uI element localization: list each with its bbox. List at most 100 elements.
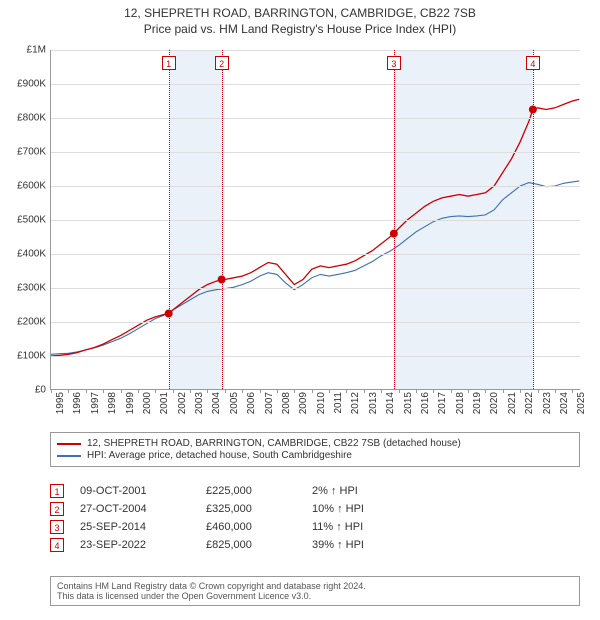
gridline [51,288,580,289]
x-axis-label: 2025 [576,392,587,414]
x-axis-label: 2000 [142,392,153,414]
x-axis-label: 2021 [507,392,518,414]
table-row: 4 23-SEP-2022 £825,000 39% ↑ HPI [50,538,580,552]
x-axis-label: 2006 [246,392,257,414]
event-marker: 1 [162,56,176,70]
y-axis-label: £200K [1,317,46,328]
footer-line1: Contains HM Land Registry data © Crown c… [57,581,573,591]
y-axis-label: £300K [1,283,46,294]
x-tick [312,389,313,393]
legend-box: 12, SHEPRETH ROAD, BARRINGTON, CAMBRIDGE… [50,432,580,467]
chart-titles: 12, SHEPRETH ROAD, BARRINGTON, CAMBRIDGE… [0,0,600,36]
x-tick [416,389,417,393]
gridline [51,118,580,119]
x-axis-label: 2020 [489,392,500,414]
event-line [222,50,223,389]
x-axis-label: 2005 [229,392,240,414]
x-tick [190,389,191,393]
x-axis-label: 2009 [298,392,309,414]
x-tick [468,389,469,393]
y-axis-label: £600K [1,181,46,192]
sales-table: 1 09-OCT-2001 £225,000 2% ↑ HPI 2 27-OCT… [50,480,580,556]
x-tick [520,389,521,393]
chart-plot-area: £0£100K£200K£300K£400K£500K£600K£700K£80… [50,50,580,390]
gridline [51,152,580,153]
x-axis-label: 2015 [403,392,414,414]
sale-index-marker: 3 [50,520,64,534]
x-tick [485,389,486,393]
sale-date: 09-OCT-2001 [80,485,190,497]
gridline [51,356,580,357]
x-tick [381,389,382,393]
sale-price: £825,000 [206,539,296,551]
x-tick [503,389,504,393]
x-axis-label: 2014 [385,392,396,414]
event-line [533,50,534,389]
y-axis-label: £1M [1,45,46,56]
x-tick [121,389,122,393]
x-axis-label: 2022 [524,392,535,414]
y-axis-label: £900K [1,79,46,90]
legend-swatch-hpi [57,455,81,457]
sale-date: 25-SEP-2014 [80,521,190,533]
x-tick [68,389,69,393]
x-tick [138,389,139,393]
x-tick [277,389,278,393]
x-tick [572,389,573,393]
x-axis-label: 2008 [281,392,292,414]
sale-date: 27-OCT-2004 [80,503,190,515]
table-row: 3 25-SEP-2014 £460,000 11% ↑ HPI [50,520,580,534]
chart-subtitle: Price paid vs. HM Land Registry's House … [0,22,600,36]
x-tick [399,389,400,393]
chart-title: 12, SHEPRETH ROAD, BARRINGTON, CAMBRIDGE… [0,6,600,20]
x-tick [51,389,52,393]
x-axis-label: 2002 [177,392,188,414]
legend-label-hpi: HPI: Average price, detached house, Sout… [87,450,352,461]
event-line [169,50,170,389]
table-row: 1 09-OCT-2001 £225,000 2% ↑ HPI [50,484,580,498]
gridline [51,254,580,255]
x-axis-label: 2018 [455,392,466,414]
sale-index-marker: 1 [50,484,64,498]
x-axis-label: 2016 [420,392,431,414]
legend-label-property: 12, SHEPRETH ROAD, BARRINGTON, CAMBRIDGE… [87,438,461,449]
table-row: 2 27-OCT-2004 £325,000 10% ↑ HPI [50,502,580,516]
x-axis-label: 1996 [72,392,83,414]
sale-pct-vs-hpi: 2% ↑ HPI [312,485,422,497]
footer-attribution: Contains HM Land Registry data © Crown c… [50,576,580,606]
x-axis-label: 2019 [472,392,483,414]
x-tick [173,389,174,393]
x-tick [155,389,156,393]
y-axis-label: £0 [1,385,46,396]
x-tick [103,389,104,393]
sale-price: £460,000 [206,521,296,533]
x-axis-label: 2011 [333,392,344,414]
x-axis-label: 2024 [559,392,570,414]
x-axis-label: 1999 [125,392,136,414]
x-tick [451,389,452,393]
x-axis-label: 1997 [90,392,101,414]
gridline [51,186,580,187]
legend-row-property: 12, SHEPRETH ROAD, BARRINGTON, CAMBRIDGE… [57,438,573,449]
event-marker: 4 [526,56,540,70]
y-axis-label: £500K [1,215,46,226]
x-tick [364,389,365,393]
x-axis-label: 2004 [211,392,222,414]
x-axis-label: 2001 [159,392,170,414]
x-axis-label: 2013 [368,392,379,414]
x-tick [242,389,243,393]
y-axis-label: £800K [1,113,46,124]
y-axis-label: £700K [1,147,46,158]
legend-swatch-property [57,443,81,445]
gridline [51,322,580,323]
x-axis-label: 2023 [542,392,553,414]
x-tick [538,389,539,393]
x-tick [225,389,226,393]
sale-pct-vs-hpi: 39% ↑ HPI [312,539,422,551]
event-line [394,50,395,389]
x-tick [207,389,208,393]
x-axis-label: 2010 [316,392,327,414]
y-axis-label: £400K [1,249,46,260]
x-tick [329,389,330,393]
x-axis-label: 1995 [55,392,66,414]
